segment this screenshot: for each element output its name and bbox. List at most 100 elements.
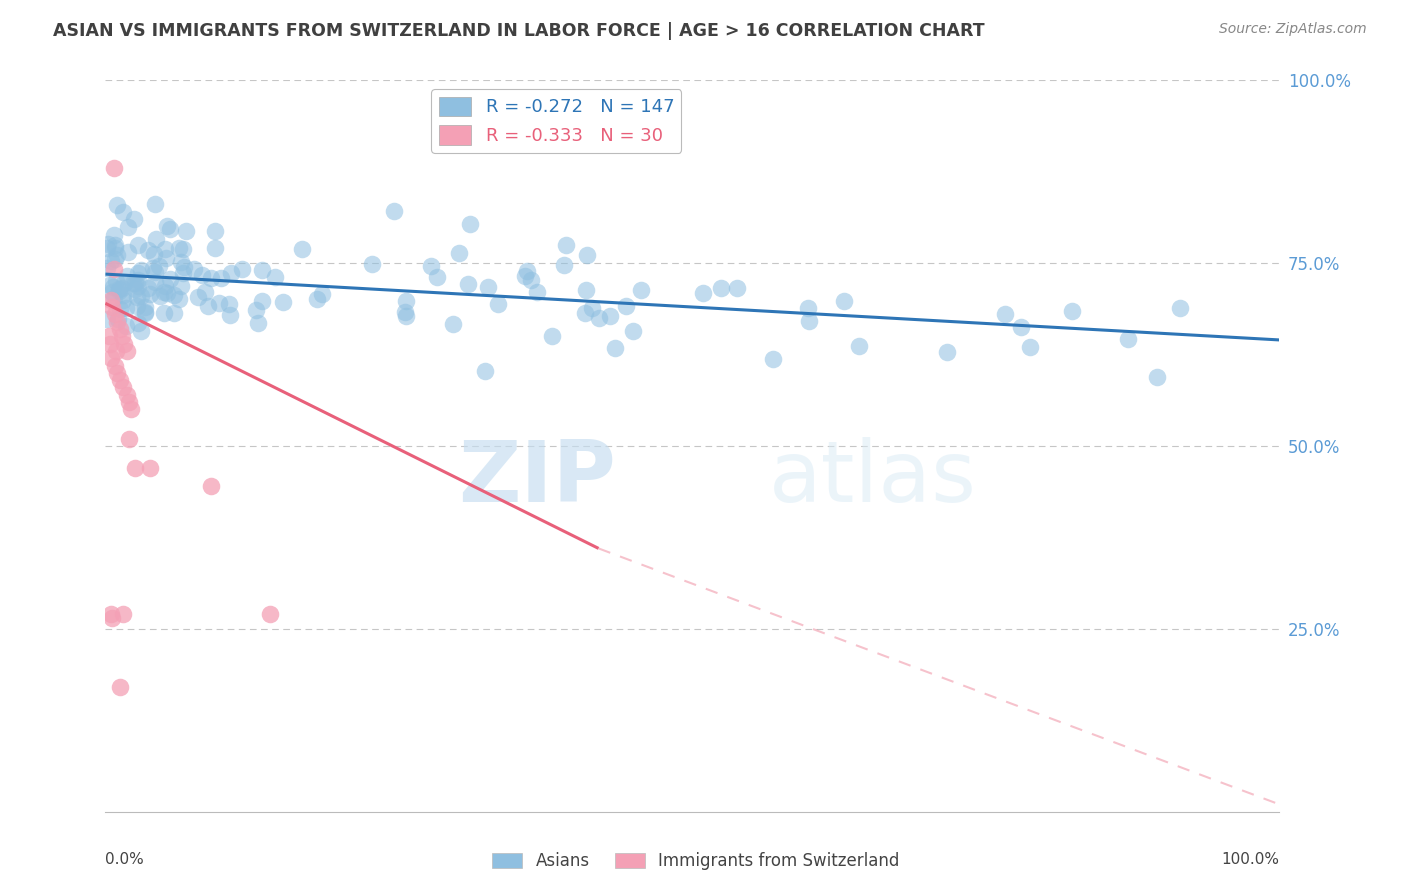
Point: [108, 322, 131, 336]
Point: [252, 263, 274, 277]
Text: Source: ZipAtlas.com: Source: ZipAtlas.com: [1219, 22, 1367, 37]
Point: [112, 336, 135, 351]
Point: [553, 258, 575, 272]
Point: [520, 273, 543, 287]
Point: [117, 245, 139, 260]
Point: [305, 292, 328, 306]
Point: [134, 305, 156, 319]
Point: [541, 328, 564, 343]
Point: [134, 300, 156, 314]
Point: [112, 607, 135, 622]
Point: [96, 241, 118, 255]
Point: [247, 316, 270, 330]
Point: [204, 224, 226, 238]
Point: [127, 279, 149, 293]
Point: [848, 339, 870, 353]
Point: [101, 611, 124, 625]
Point: [127, 272, 149, 286]
Point: [460, 217, 482, 231]
Point: [516, 264, 538, 278]
Point: [169, 242, 191, 256]
Point: [107, 248, 129, 262]
Point: [120, 402, 142, 417]
Point: [136, 281, 159, 295]
Point: [183, 261, 205, 276]
Point: [555, 238, 578, 252]
Point: [797, 314, 820, 328]
Point: [127, 316, 149, 330]
Point: [148, 260, 170, 274]
Point: [219, 308, 242, 322]
Point: [100, 293, 122, 307]
Point: [104, 238, 127, 252]
Point: [231, 262, 253, 277]
Point: [115, 319, 138, 334]
Point: [419, 260, 441, 274]
Point: [457, 277, 479, 291]
Point: [118, 395, 141, 409]
Point: [291, 242, 314, 256]
Point: [96, 260, 118, 275]
Point: [209, 270, 232, 285]
Point: [1116, 332, 1139, 346]
Point: [311, 287, 333, 301]
Point: [111, 281, 134, 295]
Point: [103, 227, 125, 242]
Point: [218, 297, 240, 311]
Point: [574, 306, 596, 320]
Point: [515, 268, 537, 283]
Point: [474, 364, 496, 378]
Point: [112, 205, 135, 219]
Point: [1062, 303, 1084, 318]
Point: [129, 262, 152, 277]
Point: [170, 254, 193, 268]
Point: [441, 317, 464, 331]
Point: [575, 283, 598, 297]
Point: [156, 285, 179, 300]
Point: [219, 266, 242, 280]
Point: [112, 380, 135, 394]
Point: [153, 285, 176, 299]
Point: [117, 219, 139, 234]
Point: [104, 252, 127, 266]
Point: [575, 248, 598, 262]
Point: [710, 281, 733, 295]
Point: [98, 329, 121, 343]
Point: [173, 260, 195, 274]
Point: [104, 359, 127, 373]
Point: [360, 257, 382, 271]
Point: [382, 203, 405, 218]
Point: [114, 301, 136, 315]
Point: [155, 252, 177, 266]
Point: [129, 289, 152, 303]
Point: [173, 242, 195, 256]
Point: [725, 280, 748, 294]
Point: [603, 342, 626, 356]
Point: [200, 271, 222, 285]
Point: [526, 285, 548, 299]
Point: [152, 306, 174, 320]
Point: [394, 305, 416, 319]
Text: atlas: atlas: [769, 437, 977, 520]
Text: ASIAN VS IMMIGRANTS FROM SWITZERLAND IN LABOR FORCE | AGE > 16 CORRELATION CHART: ASIAN VS IMMIGRANTS FROM SWITZERLAND IN …: [53, 22, 986, 40]
Point: [197, 300, 219, 314]
Point: [204, 241, 226, 255]
Text: 100.0%: 100.0%: [1222, 852, 1279, 867]
Point: [692, 285, 714, 300]
Point: [191, 268, 214, 282]
Point: [994, 308, 1017, 322]
Point: [630, 283, 652, 297]
Point: [108, 373, 131, 387]
Text: ZIP: ZIP: [458, 437, 616, 520]
Point: [104, 241, 127, 255]
Point: [100, 254, 122, 268]
Point: [108, 285, 131, 299]
Point: [599, 309, 621, 323]
Point: [614, 299, 637, 313]
Point: [108, 681, 131, 695]
Point: [115, 269, 138, 284]
Point: [139, 461, 162, 475]
Point: [118, 432, 141, 446]
Point: [124, 211, 146, 226]
Point: [208, 296, 231, 310]
